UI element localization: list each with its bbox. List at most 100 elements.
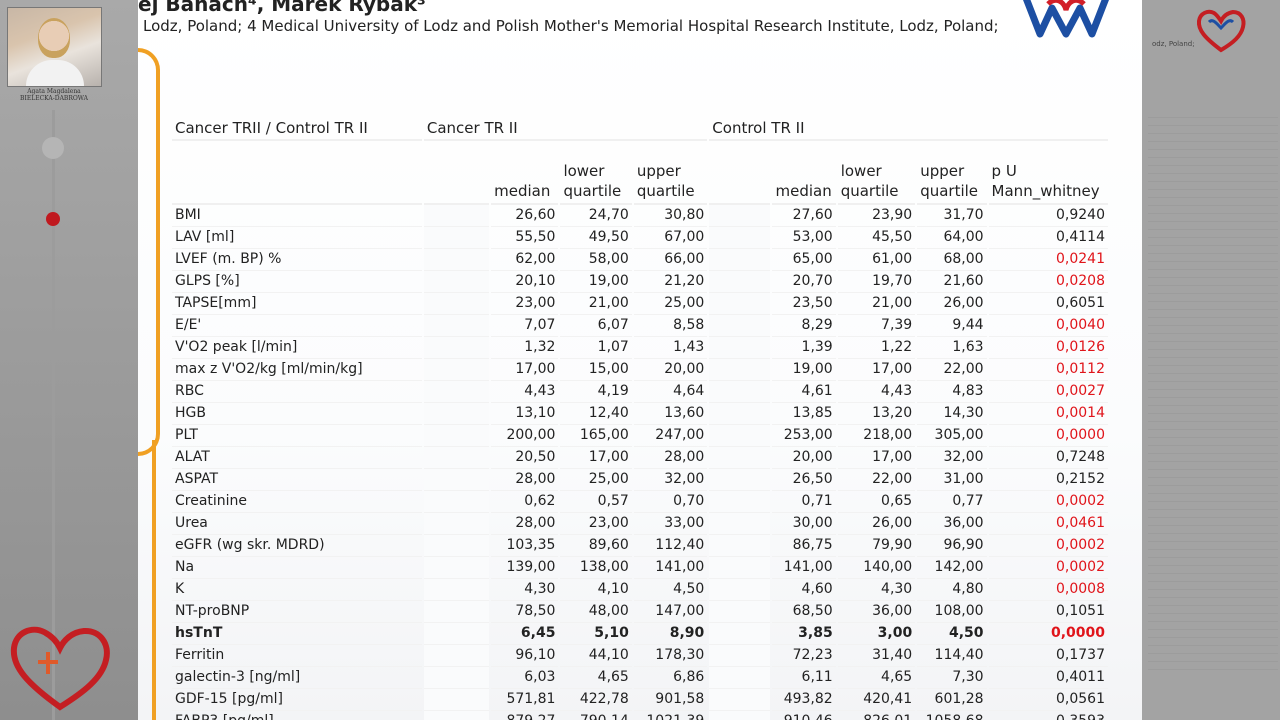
cancer-lower-quartile-cell: 12,40 (560, 403, 632, 425)
cancer-median-cell: 28,00 (491, 513, 559, 535)
slide-authors: ej Banach⁴, Marek Rybak³ (138, 0, 426, 16)
cancer-median-cell: 96,10 (491, 645, 559, 667)
p-value-cell: 0,7248 (988, 447, 1108, 469)
cancer-upper-quartile-cell: 28,00 (633, 447, 708, 469)
control-upper-quartile-cell: 305,00 (917, 425, 987, 447)
row-label: NT-proBNP (172, 601, 422, 623)
cancer-median-cell: 6,03 (491, 667, 559, 689)
control-upper-quartile-cell: 7,30 (917, 667, 987, 689)
p-value-cell: 0,0027 (988, 381, 1108, 403)
cancer-upper-quartile-cell: 901,58 (633, 689, 708, 711)
cancer-median-cell: 78,50 (491, 601, 559, 623)
table-row: LVEF (m. BP) % 62,00 58,00 66,00 65,00 61,00 6… (172, 249, 1108, 271)
cancer-median-cell: 6,45 (491, 623, 559, 645)
control-upper-quartile-cell: 26,00 (917, 293, 987, 315)
spacer-cell (423, 359, 490, 381)
header-spacer (709, 141, 771, 205)
header-lower-line2: quartile (840, 182, 899, 200)
control-median-cell: 13,85 (772, 403, 836, 425)
spacer-cell (709, 623, 771, 645)
cancer-upper-quartile-cell: 67,00 (633, 227, 708, 249)
control-lower-quartile-cell: 36,00 (837, 601, 916, 623)
header-lower-line2: quartile (563, 182, 622, 200)
control-upper-quartile-cell: 68,00 (917, 249, 987, 271)
thumbnail-table-preview (1148, 110, 1278, 670)
spacer-cell (709, 447, 771, 469)
cancer-lower-quartile-cell: 23,00 (560, 513, 632, 535)
spacer-cell (423, 425, 490, 447)
header-comparison: Cancer TRII / Control TR II (172, 97, 422, 141)
p-value-cell: 0,4114 (988, 227, 1108, 249)
header-blank (172, 141, 422, 205)
spacer-cell (423, 205, 490, 227)
control-median-cell: 23,50 (772, 293, 836, 315)
cancer-lower-quartile-cell: 44,10 (560, 645, 632, 667)
spacer-cell (423, 271, 490, 293)
control-lower-quartile-cell: 17,00 (837, 359, 916, 381)
cancer-lower-quartile-cell: 15,00 (560, 359, 632, 381)
control-upper-quartile-cell: 96,90 (917, 535, 987, 557)
cancer-lower-quartile-cell: 138,00 (560, 557, 632, 579)
table-row: TAPSE[mm] 23,00 21,00 25,00 23,50 21,00 26,00 0… (172, 293, 1108, 315)
cancer-upper-quartile-cell: 6,86 (633, 667, 708, 689)
table-row: Na 139,00 138,00 141,00 141,00 140,00 142,00 0,… (172, 557, 1108, 579)
control-upper-quartile-cell: 1,63 (917, 337, 987, 359)
cancer-median-cell: 17,00 (491, 359, 559, 381)
timeline-node[interactable] (42, 137, 64, 159)
cancer-upper-quartile-cell: 33,00 (633, 513, 708, 535)
p-value-cell: 0,1737 (988, 645, 1108, 667)
spacer-cell (709, 381, 771, 403)
p-value-cell: 0,0008 (988, 579, 1108, 601)
header-control-median: median (772, 141, 836, 205)
spacer-cell (709, 557, 771, 579)
spacer-cell (423, 491, 490, 513)
timeline-current-node[interactable] (46, 212, 60, 226)
control-upper-quartile-cell: 64,00 (917, 227, 987, 249)
row-label: FABP3 [pg/ml] (172, 711, 422, 720)
table-row: RBC 4,43 4,19 4,64 4,61 4,43 4,83 0,0027 (172, 381, 1108, 403)
table-row: BMI 26,60 24,70 30,80 27,60 23,90 31,70 0,9240 (172, 205, 1108, 227)
control-median-cell: 27,60 (772, 205, 836, 227)
table-row: hsTnT 6,45 5,10 8,90 3,85 3,00 4,50 0,0000 (172, 623, 1108, 645)
cancer-median-cell: 55,50 (491, 227, 559, 249)
table-row: GLPS [%] 20,10 19,00 21,20 20,70 19,70 21,60 0,… (172, 271, 1108, 293)
table-row: GDF-15 [pg/ml] 571,81 422,78 901,58 493,82 42… (172, 689, 1108, 711)
p-value-cell: 0,0126 (988, 337, 1108, 359)
spacer-cell (423, 337, 490, 359)
table-row: galectin-3 [ng/ml] 6,03 4,65 6,86 6,11 4,65 7,… (172, 667, 1108, 689)
control-upper-quartile-cell: 114,40 (917, 645, 987, 667)
spacer-cell (709, 711, 771, 720)
header-upper-line2: quartile (920, 182, 979, 200)
p-value-cell: 0,0040 (988, 315, 1108, 337)
control-median-cell: 20,00 (772, 447, 836, 469)
spacer-cell (423, 579, 490, 601)
decorative-orange-arc (138, 48, 160, 456)
table-row: Creatinine 0,62 0,57 0,70 0,71 0,65 0,77 0,0002 (172, 491, 1108, 513)
cancer-lower-quartile-cell: 165,00 (560, 425, 632, 447)
spacer-cell (709, 491, 771, 513)
sub-header-row: median lower quartile upper quartile media… (172, 141, 1108, 205)
spacer-cell (709, 469, 771, 491)
row-label: V'O2 peak [l/min] (172, 337, 422, 359)
spacer-cell (709, 513, 771, 535)
spacer-cell (709, 249, 771, 271)
cancer-lower-quartile-cell: 4,19 (560, 381, 632, 403)
spacer-cell (709, 293, 771, 315)
p-value-cell: 0,0002 (988, 535, 1108, 557)
control-upper-quartile-cell: 31,00 (917, 469, 987, 491)
p-value-cell: 0,3593 (989, 711, 1108, 720)
cancer-lower-quartile-cell: 6,07 (560, 315, 632, 337)
cancer-upper-quartile-cell: 30,80 (633, 205, 708, 227)
cancer-lower-quartile-cell: 19,00 (560, 271, 632, 293)
spacer-cell (423, 513, 490, 535)
p-value-cell: 0,0002 (988, 491, 1108, 513)
spacer-cell (423, 601, 490, 623)
cancer-median-cell: 20,10 (491, 271, 559, 293)
spacer-cell (709, 227, 771, 249)
cancer-lower-quartile-cell: 24,70 (560, 205, 632, 227)
header-control-lower-quartile: lower quartile (837, 141, 916, 205)
heart-logo-icon (10, 626, 110, 711)
header-lower-line1: lower (563, 162, 605, 180)
cancer-lower-quartile-cell: 4,10 (560, 579, 632, 601)
p-value-cell: 0,4011 (988, 667, 1108, 689)
